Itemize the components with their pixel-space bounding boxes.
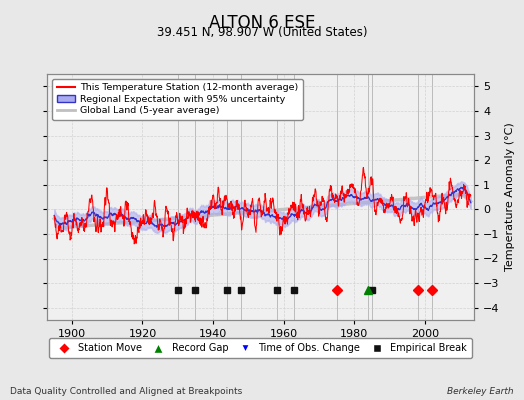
Y-axis label: Temperature Anomaly (°C): Temperature Anomaly (°C) <box>505 123 515 271</box>
Text: 39.451 N, 98.907 W (United States): 39.451 N, 98.907 W (United States) <box>157 26 367 39</box>
Text: ALTON 6 ESE: ALTON 6 ESE <box>209 14 315 32</box>
Legend: Station Move, Record Gap, Time of Obs. Change, Empirical Break: Station Move, Record Gap, Time of Obs. C… <box>49 338 472 358</box>
Text: Berkeley Earth: Berkeley Earth <box>447 387 514 396</box>
Text: Data Quality Controlled and Aligned at Breakpoints: Data Quality Controlled and Aligned at B… <box>10 387 243 396</box>
Legend: This Temperature Station (12-month average), Regional Expectation with 95% uncer: This Temperature Station (12-month avera… <box>52 79 303 120</box>
